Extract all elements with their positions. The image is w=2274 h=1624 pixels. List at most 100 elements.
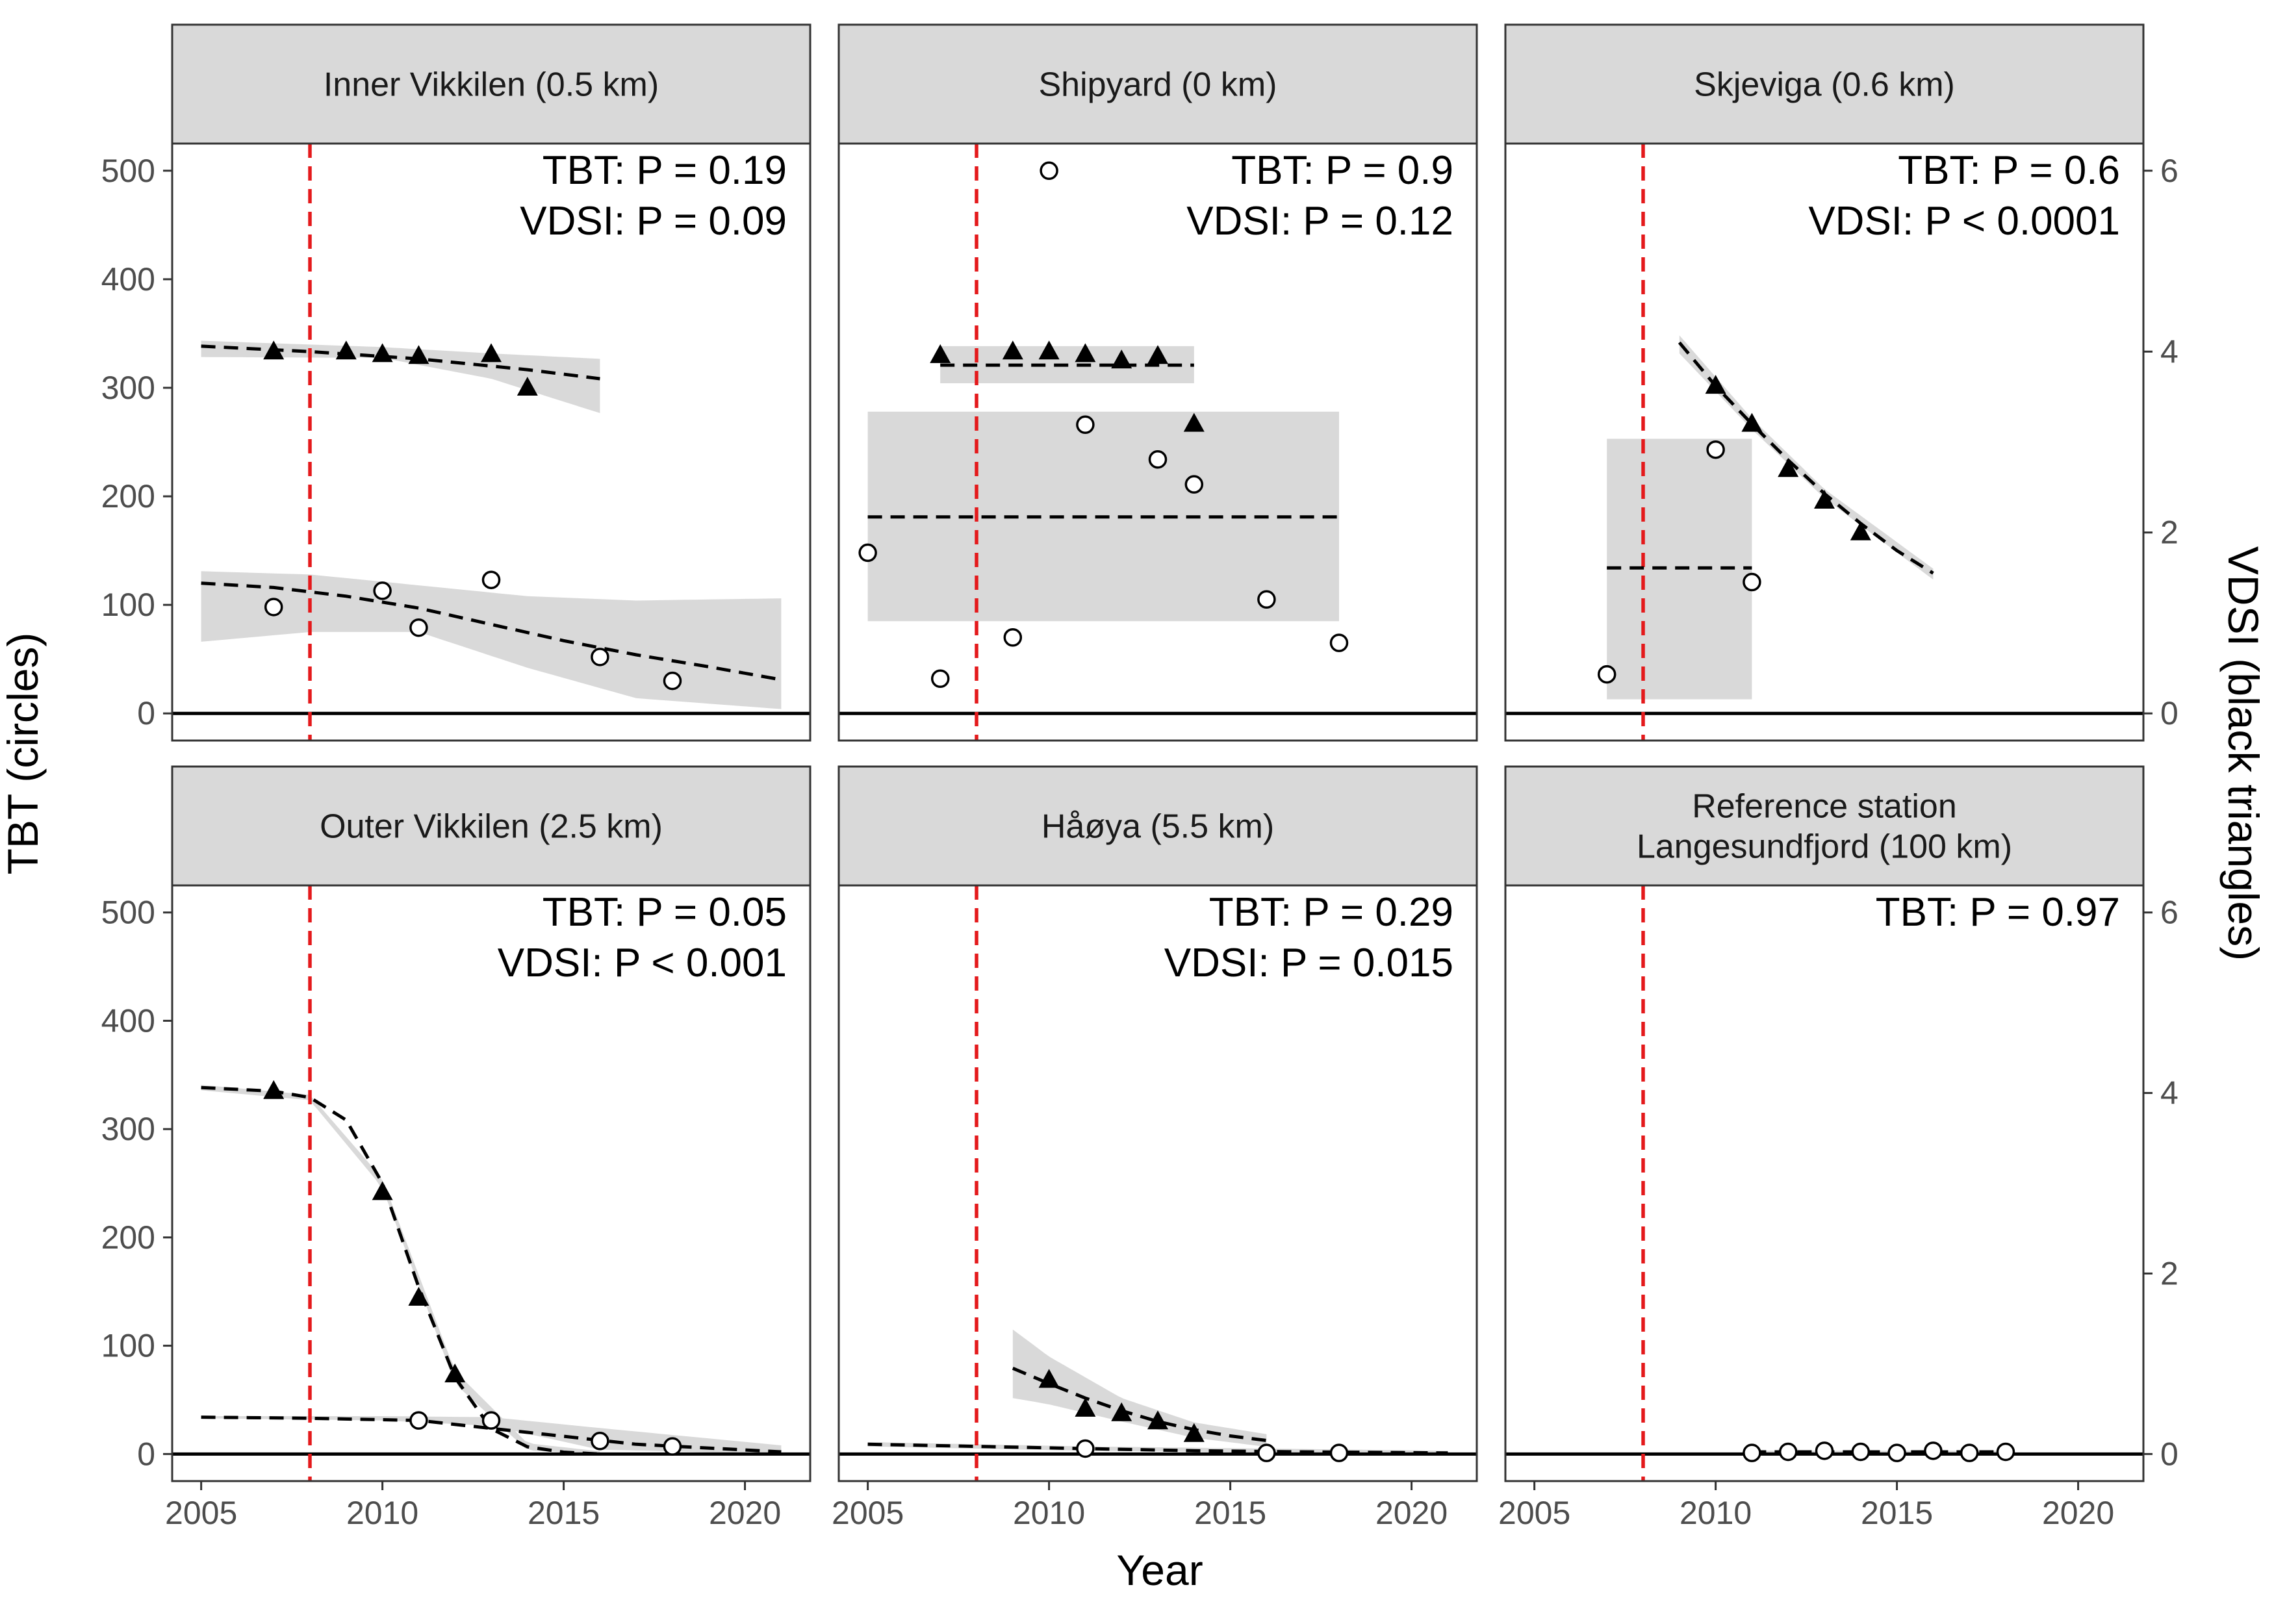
- y-axis-left-title: TBT (circles): [0, 633, 47, 875]
- y-right-tick-label: 6: [2160, 153, 2178, 189]
- tbt-point: [409, 618, 428, 637]
- vdsi-fit-line: [1678, 341, 1934, 575]
- tbt-point: [1778, 1442, 1798, 1462]
- x-tick-label: 2005: [1498, 1495, 1570, 1531]
- panel-border: [1504, 884, 2145, 1482]
- tbt-point: [1706, 440, 1725, 459]
- panel: Håøya (5.5 km) TBT: P = 0.29 VDSI: P = 0.0…: [832, 765, 1478, 1531]
- y-right-tick-label: 4: [2160, 333, 2178, 370]
- panel-strip-title: Langesundfjord (100 km): [1637, 828, 2012, 866]
- y-left-tick-label: 300: [101, 370, 155, 406]
- vdsi-point: [1038, 1369, 1060, 1388]
- tbt-fit-line: [867, 1442, 1448, 1455]
- y-left-tick-label: 0: [137, 695, 155, 731]
- panel-strip: [171, 23, 811, 145]
- tbt-point: [1257, 1443, 1276, 1462]
- tbt-point: [930, 669, 950, 689]
- tbt-point: [1003, 628, 1023, 647]
- tbt-point: [663, 1437, 682, 1456]
- vdsi-point: [1002, 340, 1023, 360]
- x-tick-label: 2010: [346, 1495, 418, 1531]
- vdsi-point: [1814, 490, 1835, 509]
- y-left-tick-label: 400: [101, 261, 155, 298]
- vdsi-point: [481, 343, 502, 362]
- tbt-point: [1329, 1443, 1349, 1462]
- vdsi-point: [1075, 343, 1096, 362]
- y-right-tick-label: 0: [2160, 1436, 2178, 1472]
- plot-area: [839, 885, 1477, 1481]
- p-value-annotation: VDSI: P = 0.09: [520, 199, 787, 244]
- p-value-annotation: TBT: P = 0.05: [543, 890, 787, 935]
- tbt-fit-line: [201, 581, 782, 681]
- panel-border: [171, 142, 811, 742]
- vdsi-point: [372, 1181, 393, 1200]
- panel-strip-title: Inner Vikkilen (0.5 km): [324, 66, 659, 104]
- tbt-point: [858, 543, 877, 563]
- y-left-tick-label: 100: [101, 587, 155, 623]
- tbt-point: [1184, 475, 1204, 494]
- vdsi-point: [1111, 349, 1132, 369]
- tbt-point: [1148, 450, 1168, 469]
- vdsi-point: [1147, 345, 1168, 364]
- x-tick-label: 2010: [1680, 1495, 1752, 1531]
- panel-border: [1504, 142, 2145, 742]
- panel-strip: [171, 765, 811, 887]
- panel-strip-title: Shipyard (0 km): [1039, 66, 1277, 104]
- tbt-point: [1851, 1442, 1871, 1462]
- x-tick-label: 2020: [2042, 1495, 2114, 1531]
- panel-strip-title: Skjeviga (0.6 km): [1694, 66, 1955, 104]
- vdsi-point: [517, 376, 538, 396]
- x-tick-label: 2020: [1375, 1495, 1448, 1531]
- tbt-point: [1960, 1443, 1979, 1462]
- vdsi-point: [1183, 1423, 1205, 1442]
- y-axis-right-title: VDSI (black triangles): [2219, 546, 2268, 961]
- x-tick-label: 2005: [832, 1495, 904, 1531]
- panel: Inner Vikkilen (0.5 km) TBT: P = 0.19 VDSI…: [101, 23, 811, 742]
- vdsi-point: [1038, 340, 1060, 360]
- vdsi-point: [1183, 412, 1205, 432]
- y-left-tick-label: 0: [137, 1436, 155, 1472]
- panel-strip-title: Reference station: [1692, 788, 1957, 826]
- plot-area: [172, 885, 810, 1481]
- vdsi-point: [930, 344, 951, 363]
- y-right-tick-label: 4: [2160, 1075, 2178, 1111]
- tbt-point: [1996, 1442, 2015, 1462]
- x-tick-label: 2015: [1194, 1495, 1266, 1531]
- tbt-point: [1887, 1443, 1906, 1462]
- vdsi-point: [408, 1286, 429, 1306]
- tbt-point: [481, 1411, 501, 1430]
- vdsi-point: [408, 345, 429, 364]
- y-left-tick-label: 500: [101, 894, 155, 931]
- panel-strip-title: Outer Vikkilen (2.5 km): [320, 808, 663, 846]
- vdsi-point: [1111, 1402, 1132, 1421]
- y-right-tick-label: 2: [2160, 514, 2178, 551]
- p-value-annotation: TBT: P = 0.29: [1209, 890, 1453, 935]
- x-tick-label: 2010: [1013, 1495, 1085, 1531]
- panel: Shipyard (0 km) TBT: P = 0.9 VDSI: P = 0.1…: [837, 23, 1478, 742]
- tbt-point: [663, 671, 682, 691]
- vdsi-point: [1850, 521, 1871, 540]
- tbt-point: [1597, 665, 1616, 684]
- tbt-confidence-band: [201, 571, 782, 709]
- vdsi-point: [1075, 1397, 1096, 1417]
- tbt-fit-line: [201, 1415, 782, 1454]
- y-left-tick-label: 200: [101, 1219, 155, 1256]
- y-right-tick-label: 6: [2160, 894, 2178, 931]
- vdsi-fit-line: [201, 1085, 600, 1456]
- panel-border: [837, 142, 1478, 742]
- p-value-annotation: TBT: P = 0.19: [543, 148, 787, 193]
- tbt-point: [1743, 1443, 1761, 1462]
- panel: Skjeviga (0.6 km) TBT: P = 0.6 VDSI: P < 0…: [1504, 23, 2178, 742]
- p-value-annotation: VDSI: P < 0.001: [498, 941, 787, 985]
- vdsi-point: [263, 340, 285, 360]
- vdsi-confidence-band: [1679, 335, 1934, 580]
- y-left-tick-label: 300: [101, 1111, 155, 1147]
- x-axis-title: Year: [1116, 1546, 1203, 1594]
- p-value-annotation: TBT: P = 0.6: [1898, 148, 2120, 193]
- y-left-tick-label: 100: [101, 1328, 155, 1364]
- tbt-point: [1076, 1439, 1095, 1458]
- y-left-tick-label: 200: [101, 478, 155, 514]
- tbt-point: [1257, 590, 1276, 609]
